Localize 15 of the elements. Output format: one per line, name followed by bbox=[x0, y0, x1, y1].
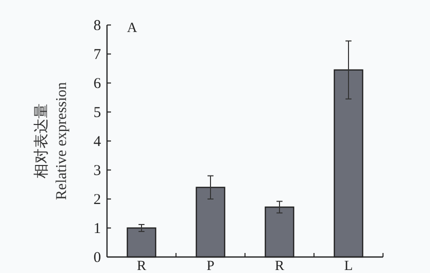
x-tick-label: R bbox=[136, 259, 147, 273]
y-tick-label: 7 bbox=[94, 47, 102, 63]
annotation: A bbox=[127, 21, 138, 36]
x-tick-label: R bbox=[274, 259, 285, 273]
y-tick-label: 6 bbox=[94, 76, 102, 92]
y-tick-label: 4 bbox=[94, 134, 102, 150]
y-tick-label: 3 bbox=[94, 163, 101, 179]
y-tick-label: 2 bbox=[94, 192, 101, 208]
y-tick-label: 8 bbox=[94, 18, 101, 34]
y-tick-label: 0 bbox=[94, 250, 101, 266]
y-axis-title: 相对表达量 Relative expression bbox=[33, 82, 70, 200]
y-tick-label: 1 bbox=[94, 221, 101, 237]
x-tick-label: P bbox=[206, 259, 215, 273]
x-tick-label: L bbox=[344, 259, 353, 273]
y-tick-label: 5 bbox=[94, 105, 101, 121]
